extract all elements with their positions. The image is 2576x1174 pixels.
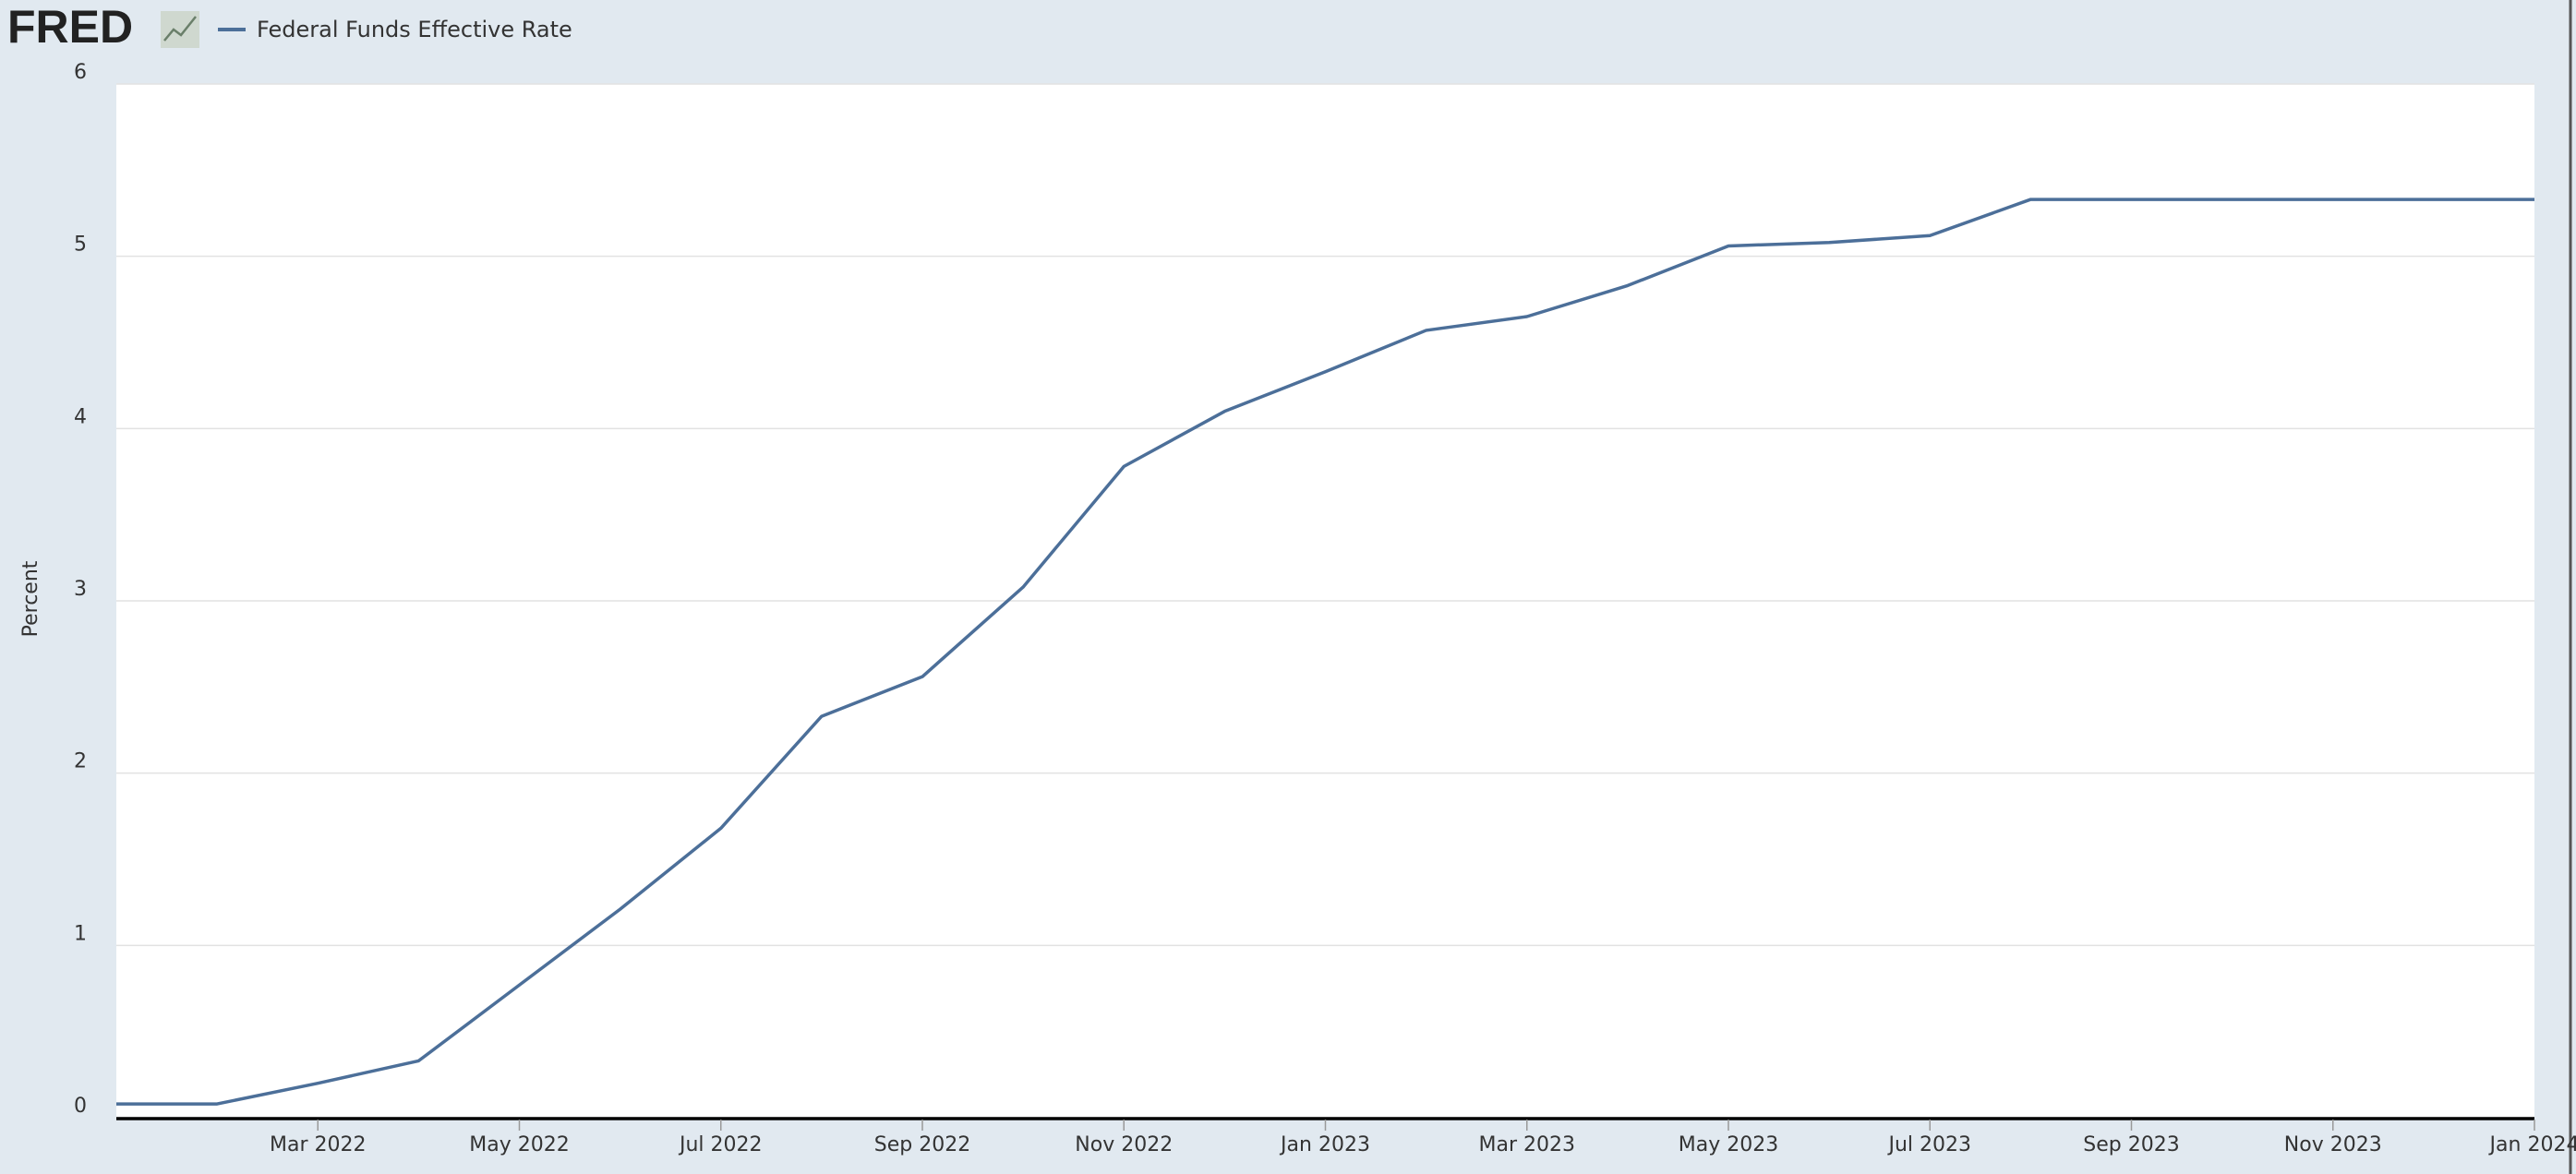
logo: FRED xyxy=(7,1,133,53)
x-tick-label: Nov 2023 xyxy=(2284,1133,2382,1156)
y-tick-label: 2 xyxy=(74,750,87,773)
logo-icon xyxy=(161,11,199,48)
x-tick-label: May 2022 xyxy=(469,1133,569,1156)
y-tick-label: 1 xyxy=(74,922,87,945)
x-tick-label: Jan 2024 xyxy=(2488,1133,2576,1156)
x-tick-label: Mar 2022 xyxy=(270,1133,367,1156)
data-line xyxy=(116,198,2534,1106)
y-tick-label: 4 xyxy=(74,405,87,428)
x-tick-label: Jul 2022 xyxy=(678,1133,763,1156)
x-tick-label: Nov 2022 xyxy=(1075,1133,1173,1156)
x-tick-label: May 2023 xyxy=(1679,1133,1778,1156)
y-tick-label: 3 xyxy=(74,578,87,601)
legend-label: Federal Funds Effective Rate xyxy=(257,17,572,42)
x-tick-label: Sep 2023 xyxy=(2083,1133,2179,1156)
y-tick-label: 0 xyxy=(74,1095,87,1118)
y-tick-label: 5 xyxy=(74,234,87,257)
y-axis-title: Percent xyxy=(19,560,42,637)
y-tick-label: 6 xyxy=(74,61,87,84)
x-tick-label: Mar 2023 xyxy=(1479,1133,1576,1156)
x-tick-label: Jan 2023 xyxy=(1279,1133,1370,1156)
x-tick-label: Sep 2022 xyxy=(874,1133,970,1156)
x-tick-label: Jul 2023 xyxy=(1886,1133,1971,1156)
